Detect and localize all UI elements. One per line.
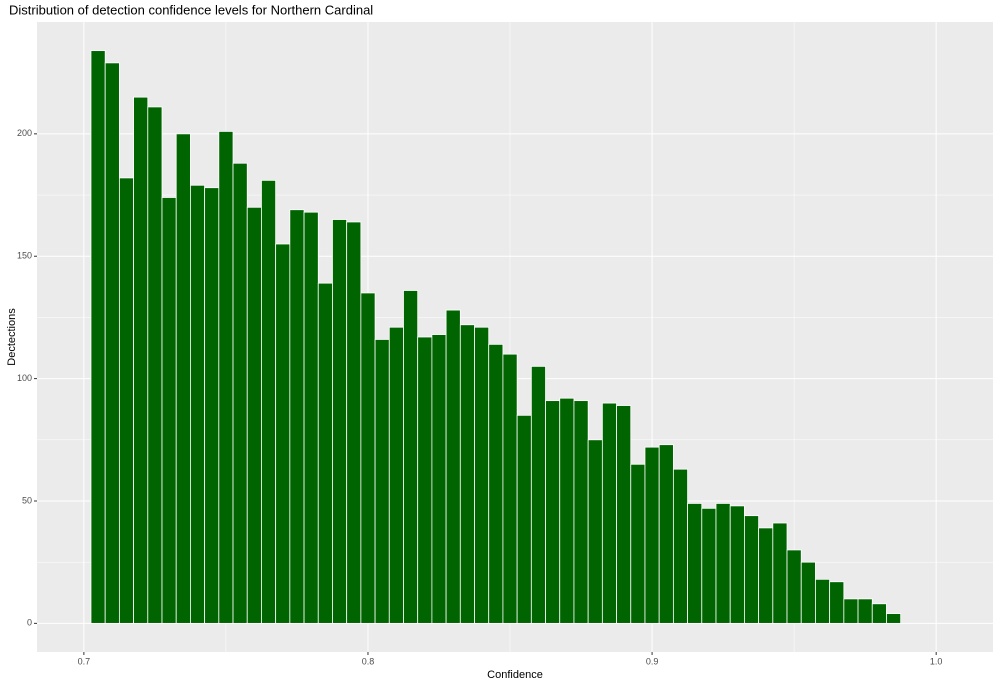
y-tick-label: 100 bbox=[17, 373, 32, 383]
bar bbox=[289, 209, 305, 624]
bar bbox=[871, 603, 887, 624]
bar bbox=[786, 549, 802, 624]
x-tick-label: 0.9 bbox=[646, 656, 659, 666]
y-axis-title: Dectections bbox=[6, 308, 18, 366]
y-tick-label: 0 bbox=[27, 618, 32, 628]
bar bbox=[204, 187, 220, 624]
bar bbox=[843, 598, 859, 624]
bar bbox=[744, 515, 760, 624]
bar bbox=[516, 414, 532, 624]
bar bbox=[431, 334, 447, 624]
bar bbox=[601, 402, 617, 624]
bar bbox=[545, 400, 561, 624]
bar bbox=[346, 221, 362, 624]
y-tick-label: 50 bbox=[22, 495, 32, 505]
bar bbox=[488, 343, 504, 624]
bar bbox=[886, 613, 902, 624]
bar bbox=[502, 353, 518, 624]
bar bbox=[445, 309, 461, 624]
bar bbox=[90, 50, 106, 624]
bar bbox=[587, 439, 603, 624]
bar bbox=[118, 177, 134, 624]
y-tick-label: 150 bbox=[17, 251, 32, 261]
bar bbox=[772, 522, 788, 624]
bar bbox=[104, 62, 120, 624]
chart-title: Distribution of detection confidence lev… bbox=[9, 2, 373, 17]
bar bbox=[729, 505, 745, 624]
bar bbox=[360, 292, 376, 624]
bar bbox=[459, 324, 475, 624]
bar bbox=[857, 598, 873, 624]
bar bbox=[332, 219, 348, 624]
bar bbox=[701, 507, 717, 624]
bar bbox=[815, 578, 831, 624]
bar bbox=[630, 463, 646, 624]
x-tick-label: 0.8 bbox=[362, 656, 375, 666]
bar bbox=[261, 179, 277, 624]
bar bbox=[658, 444, 674, 624]
bar bbox=[644, 446, 660, 624]
bar bbox=[190, 184, 206, 624]
x-tick-label: 1.0 bbox=[930, 656, 943, 666]
bar bbox=[246, 206, 262, 624]
bar bbox=[687, 503, 703, 624]
x-tick-label: 0.7 bbox=[78, 656, 91, 666]
bar bbox=[829, 581, 845, 624]
bar bbox=[758, 527, 774, 624]
y-tick-label: 200 bbox=[17, 128, 32, 138]
bar bbox=[800, 561, 816, 624]
bar bbox=[559, 397, 575, 624]
bar bbox=[388, 326, 404, 624]
bar bbox=[616, 405, 632, 624]
bar bbox=[573, 400, 589, 624]
bar bbox=[403, 290, 419, 624]
bar bbox=[218, 131, 234, 624]
bar bbox=[417, 336, 433, 624]
bar bbox=[374, 339, 390, 624]
bar bbox=[317, 282, 333, 624]
bar bbox=[672, 468, 688, 624]
bar bbox=[275, 243, 291, 624]
x-axis-title: Confidence bbox=[487, 669, 543, 681]
bar bbox=[530, 365, 546, 624]
bar bbox=[715, 503, 731, 624]
bar bbox=[161, 197, 177, 624]
bar bbox=[303, 211, 319, 624]
bar bbox=[147, 106, 163, 624]
bar bbox=[133, 96, 149, 624]
bar bbox=[175, 133, 191, 624]
bar bbox=[232, 162, 248, 624]
bar bbox=[474, 326, 490, 624]
